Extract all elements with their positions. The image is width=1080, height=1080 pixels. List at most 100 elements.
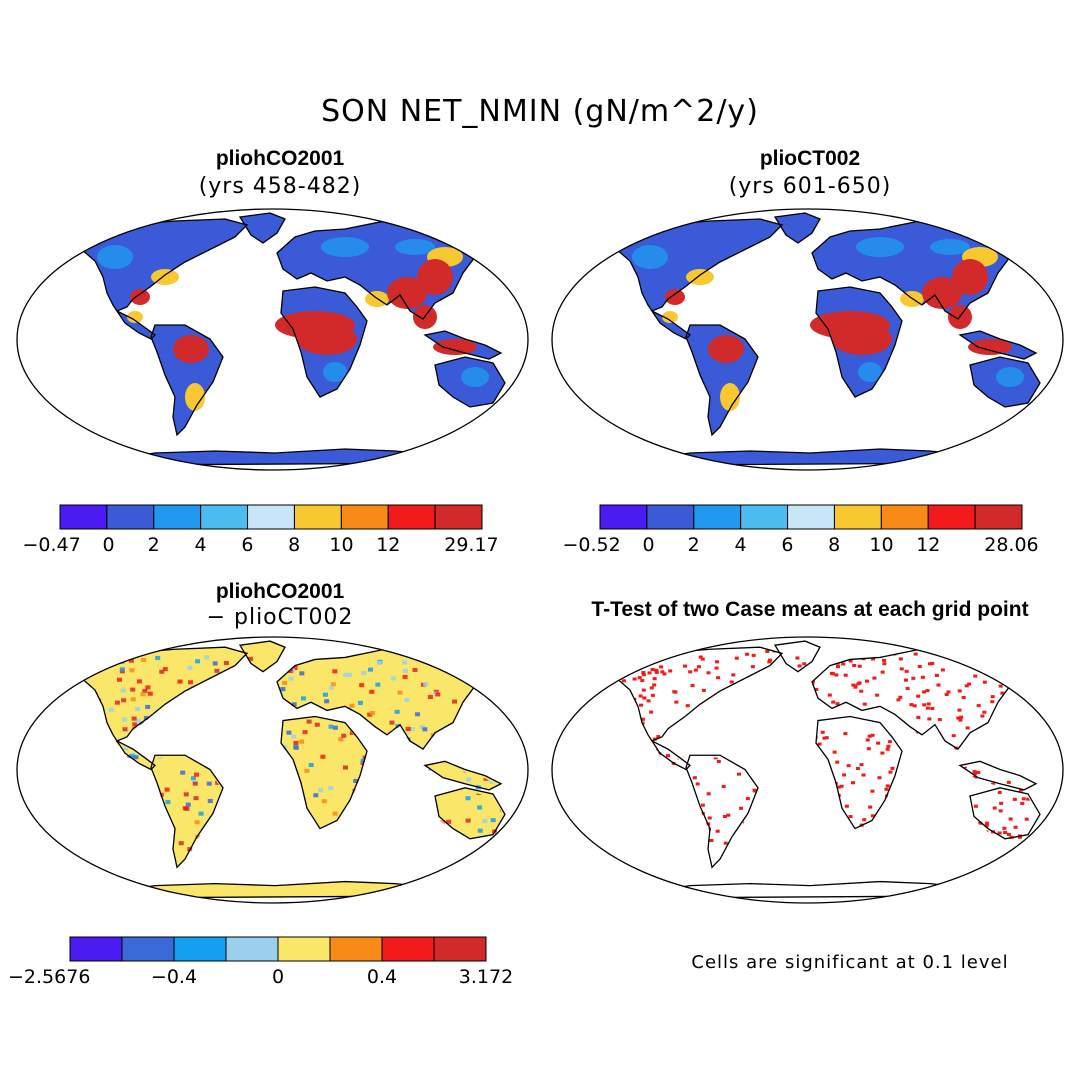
- diff-cell: [258, 733, 264, 738]
- significant-cell: [692, 776, 697, 780]
- significant-cell: [750, 665, 755, 669]
- greenland-fill: [775, 213, 820, 243]
- significant-cell: [804, 783, 809, 787]
- significant-cell: [999, 801, 1004, 805]
- colorbar-label: 0: [102, 534, 114, 556]
- diff-cell: [119, 667, 125, 672]
- significant-cell: [1039, 765, 1044, 769]
- significant-cell: [630, 732, 635, 736]
- diff-cell: [212, 661, 218, 666]
- significant-cell: [722, 814, 727, 819]
- diff-cell: [278, 844, 284, 849]
- significant-cell: [715, 660, 720, 664]
- diff-cell: [86, 781, 92, 786]
- australia-fill: [435, 787, 505, 839]
- diff-cell: [403, 774, 409, 779]
- diff-cell: [131, 716, 137, 721]
- diff-cell: [416, 799, 422, 804]
- significant-cell: [683, 664, 688, 668]
- diff-cell: [135, 707, 141, 712]
- field-blotch: [433, 339, 477, 355]
- diff-cell: [410, 852, 416, 857]
- significant-cell: [835, 702, 840, 706]
- colorbar-swatch: [225, 936, 279, 962]
- diff-cell: [504, 658, 510, 663]
- significant-cell: [925, 833, 930, 837]
- significant-cell: [635, 833, 640, 837]
- diff-cell: [185, 802, 191, 807]
- map-panel-2: [551, 208, 1064, 471]
- diff-cell: [402, 674, 408, 679]
- significant-cell: [1031, 725, 1036, 729]
- colorbar-label: 2: [688, 534, 700, 556]
- diff-cell: [457, 848, 463, 853]
- diff-cell: [292, 665, 298, 671]
- colorbar-swatch: [153, 504, 202, 530]
- panel2-subtitle: (yrs 601-650): [728, 174, 892, 199]
- significant-cell: [928, 784, 933, 788]
- diff-cell: [394, 755, 400, 760]
- significant-cell: [858, 713, 863, 717]
- significant-cell: [736, 758, 741, 762]
- significant-cell: [745, 797, 750, 801]
- map-panel-4: [551, 636, 1064, 904]
- diff-cell: [466, 764, 472, 769]
- seAsia-coastline: [958, 330, 1038, 360]
- significant-cell: [972, 772, 977, 776]
- significant-cell: [721, 727, 726, 731]
- significant-cell: [690, 812, 695, 816]
- diff-cell: [206, 781, 212, 786]
- diff-cell: [271, 835, 277, 840]
- significant-cell: [767, 832, 772, 836]
- significant-cell: [873, 830, 878, 834]
- significant-cell: [801, 736, 806, 740]
- significant-cell: [627, 703, 632, 707]
- diff-cell: [264, 849, 270, 854]
- significant-cell: [972, 770, 977, 774]
- colorbar-swatch: [329, 936, 383, 962]
- significant-cell: [668, 669, 673, 673]
- significant-cell: [1016, 702, 1021, 706]
- significant-cell: [815, 783, 820, 787]
- field-blotch: [662, 311, 678, 323]
- nz-coastline: [506, 837, 521, 857]
- significant-cell: [831, 700, 836, 704]
- diff-cell: [419, 724, 425, 729]
- diff-cell: [164, 719, 170, 724]
- significant-cell: [996, 656, 1001, 660]
- map-boundary: [16, 208, 529, 471]
- colorbar-label: 6: [781, 534, 793, 556]
- significant-cell: [707, 816, 712, 820]
- diff-cell: [91, 817, 97, 822]
- significant-cell: [867, 734, 872, 738]
- diff-cell: [420, 766, 426, 771]
- significant-cell: [1005, 700, 1010, 704]
- significant-cell: [919, 841, 924, 845]
- colorbar-swatch: [433, 936, 487, 962]
- diff-cell: [295, 784, 301, 789]
- significant-cell: [870, 814, 875, 818]
- significant-cell: [708, 737, 713, 741]
- colorbar-2: −0.52 0 2 4 6 8 10 12 28.06: [562, 504, 1039, 556]
- field-blotch: [417, 259, 453, 295]
- diff-cell: [143, 715, 149, 720]
- significant-cell: [944, 821, 949, 825]
- significant-cell: [761, 733, 766, 737]
- significance-note: Cells are significant at 0.1 level: [691, 952, 1009, 973]
- diff-cell: [447, 745, 453, 750]
- colorbar-label: −2.5676: [8, 966, 90, 988]
- significant-cell: [716, 759, 721, 764]
- diff-cell: [120, 688, 126, 693]
- colorbar-label: 0.4: [367, 966, 397, 988]
- diff-cell: [147, 691, 153, 696]
- significant-cell: [961, 696, 966, 700]
- diff-cell: [188, 748, 194, 753]
- diff-cell: [477, 805, 483, 810]
- significant-cell: [890, 815, 895, 819]
- field-blotch: [952, 259, 988, 295]
- australia-coastline: [969, 787, 1041, 840]
- significant-cell: [767, 660, 772, 664]
- diff-cell: [195, 659, 201, 664]
- diff-cell: [207, 798, 213, 804]
- significant-cell: [958, 718, 963, 722]
